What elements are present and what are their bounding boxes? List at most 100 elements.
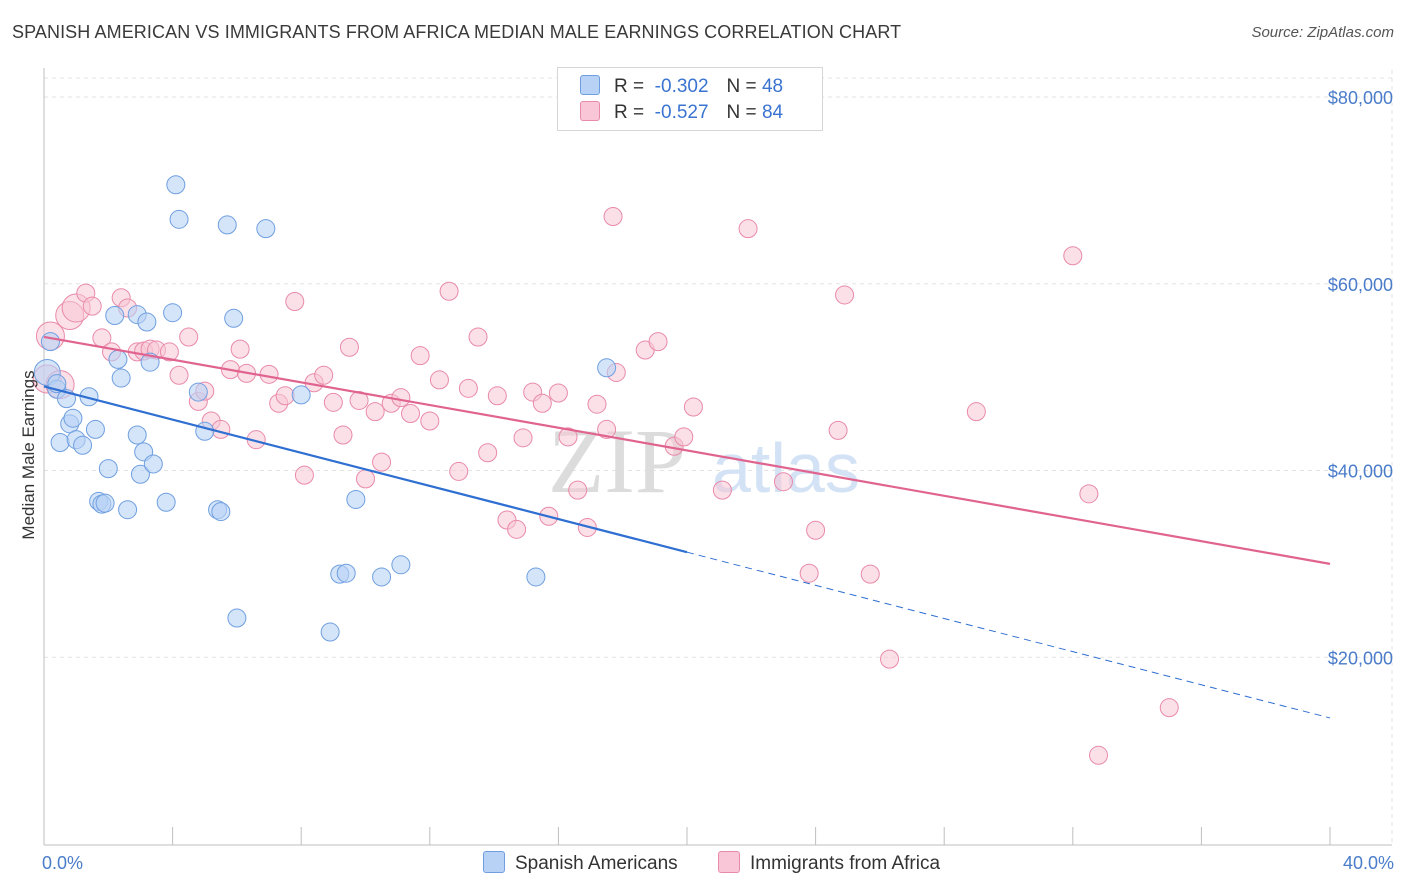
point-immigrants-from-africa — [683, 397, 703, 417]
point-immigrants-from-africa — [478, 443, 498, 463]
point-immigrants-from-africa — [548, 383, 568, 403]
point-immigrants-from-africa — [401, 404, 421, 424]
point-spanish-americans — [73, 435, 93, 455]
point-immigrants-from-africa — [429, 370, 449, 390]
immigrants-from-africa-points — [32, 207, 1179, 765]
point-immigrants-from-africa — [314, 365, 334, 385]
point-spanish-americans — [40, 332, 60, 352]
trend-line-immigrants-from-africa — [43, 335, 1331, 565]
point-spanish-americans — [320, 622, 340, 642]
point-spanish-americans — [166, 175, 186, 195]
point-spanish-americans — [163, 303, 183, 323]
point-spanish-americans — [127, 425, 147, 445]
point-spanish-americans — [227, 608, 247, 628]
zipatlas-watermark: ZIP atlas — [548, 410, 860, 512]
legend-swatch-pink — [580, 101, 600, 121]
point-spanish-americans — [98, 459, 118, 479]
point-spanish-americans — [140, 352, 160, 372]
point-immigrants-from-africa — [468, 327, 488, 347]
point-spanish-americans — [108, 349, 128, 369]
point-immigrants-from-africa — [275, 386, 295, 406]
axis-layer: $20,000 $40,000 $60,000 $80,000 0.0% 40.0% — [42, 68, 1394, 873]
point-immigrants-from-africa — [259, 364, 279, 384]
legend-r-value: -0.302 — [654, 76, 709, 97]
point-immigrants-from-africa — [966, 402, 986, 422]
point-spanish-americans — [111, 368, 131, 388]
point-immigrants-from-africa — [568, 480, 588, 500]
point-immigrants-from-africa — [487, 386, 507, 406]
legend-r-label: R = — [614, 102, 645, 123]
point-spanish-americans — [211, 502, 231, 522]
legend-n-label: N = — [726, 102, 757, 123]
y-axis-label: Median Male Earnings — [19, 370, 38, 539]
point-immigrants-from-africa — [439, 281, 459, 301]
point-spanish-americans — [291, 385, 311, 405]
legend-n-value: 84 — [761, 102, 784, 123]
point-immigrants-from-africa — [449, 461, 469, 481]
point-spanish-americans — [336, 563, 356, 583]
point-immigrants-from-africa — [1063, 246, 1083, 266]
chart-title: SPANISH AMERICAN VS IMMIGRANTS FROM AFRI… — [12, 22, 902, 42]
point-immigrants-from-africa — [773, 472, 793, 492]
point-immigrants-from-africa — [294, 465, 314, 485]
point-immigrants-from-africa — [806, 520, 826, 540]
point-spanish-americans — [188, 382, 208, 402]
series-swatch-pink — [718, 851, 740, 873]
legend-n-value: 48 — [761, 76, 784, 97]
point-immigrants-from-africa — [169, 365, 189, 385]
point-immigrants-from-africa — [365, 402, 385, 422]
point-immigrants-from-africa — [372, 452, 392, 472]
point-spanish-americans — [143, 454, 163, 474]
trend-line-spanish-americans — [43, 385, 688, 554]
series-legend-spanish-americans: Spanish Americans — [483, 851, 678, 875]
point-immigrants-from-africa — [159, 342, 179, 362]
point-immigrants-from-africa — [1159, 698, 1179, 718]
point-immigrants-from-africa — [1079, 484, 1099, 504]
series-legend: Spanish Americans Immigrants from Africa — [0, 851, 1406, 879]
source-label: Source: ZipAtlas.com — [1251, 24, 1394, 41]
point-immigrants-from-africa — [391, 388, 411, 408]
point-spanish-americans — [195, 421, 215, 441]
point-immigrants-from-africa — [323, 392, 343, 412]
y-tick-label: $20,000 — [1328, 648, 1393, 668]
x-tick-label: 0.0% — [42, 853, 83, 873]
point-immigrants-from-africa — [587, 394, 607, 414]
y-tick-label: $80,000 — [1328, 88, 1393, 108]
point-immigrants-from-africa — [513, 428, 533, 448]
point-spanish-americans — [346, 489, 366, 509]
point-spanish-americans — [130, 464, 150, 484]
point-spanish-americans — [372, 567, 392, 587]
point-immigrants-from-africa — [799, 563, 819, 583]
point-immigrants-from-africa — [828, 420, 848, 440]
point-immigrants-from-africa — [333, 425, 353, 445]
point-immigrants-from-africa — [420, 411, 440, 431]
point-spanish-americans — [85, 419, 105, 439]
legend-row-spanish-americans: R = -0.302 N = 48 — [580, 75, 783, 101]
point-immigrants-from-africa — [648, 332, 668, 352]
point-immigrants-from-africa — [603, 207, 623, 227]
point-immigrants-from-africa — [738, 219, 758, 239]
point-immigrants-from-africa — [179, 327, 199, 347]
point-spanish-americans — [63, 408, 83, 428]
correlation-legend: R = -0.302 N = 48 R = -0.527 N = 84 — [557, 67, 823, 131]
point-immigrants-from-africa — [356, 469, 375, 489]
trend-lines — [43, 335, 1331, 719]
point-immigrants-from-africa — [285, 291, 305, 311]
point-spanish-americans — [526, 567, 546, 587]
point-spanish-americans — [50, 432, 70, 452]
point-immigrants-from-africa — [597, 419, 617, 439]
legend-swatch-blue — [580, 75, 600, 95]
legend-r-value: -0.527 — [654, 102, 709, 123]
x-tick-label: 40.0% — [1343, 853, 1394, 873]
point-immigrants-from-africa — [458, 378, 478, 398]
point-spanish-americans — [105, 305, 125, 325]
svg-text:ZIP: ZIP — [548, 410, 686, 512]
point-immigrants-from-africa — [712, 480, 732, 500]
point-spanish-americans — [169, 209, 189, 229]
point-spanish-americans — [118, 500, 138, 520]
legend-r-label: R = — [614, 76, 645, 97]
point-spanish-americans — [391, 555, 411, 575]
series-legend-immigrants-from-africa: Immigrants from Africa — [718, 851, 940, 875]
point-spanish-americans — [224, 308, 244, 328]
